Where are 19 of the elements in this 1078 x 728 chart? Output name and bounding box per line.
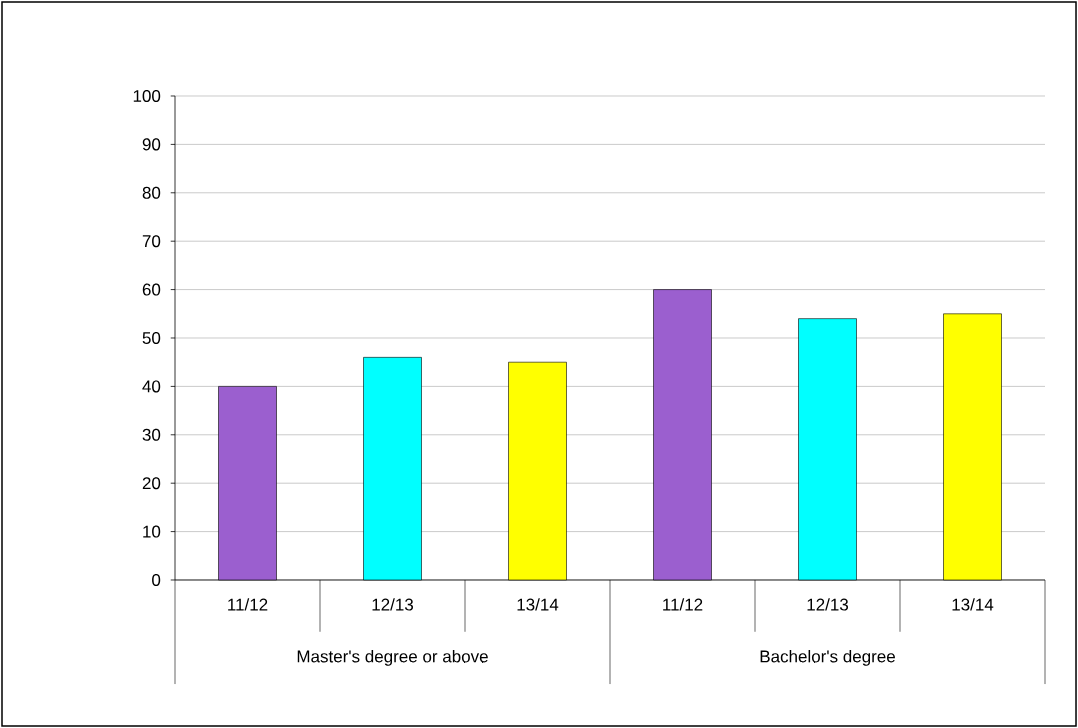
x-tick-label: 11/12: [228, 598, 268, 611]
y-tick-label: 80: [142, 186, 161, 199]
y-tick-label: 60: [142, 283, 161, 296]
y-tick-label: 30: [142, 428, 161, 441]
x-tick-label: 13/14: [952, 598, 994, 611]
y-tick-label: 20: [142, 477, 161, 490]
y-tick-label: 10: [143, 525, 161, 538]
x-tick-label: 12/13: [372, 598, 414, 611]
y-tick-label: 50: [142, 331, 161, 345]
x-tick-label: 13/14: [517, 598, 559, 611]
y-tick-label: 40: [142, 380, 161, 393]
x-tick-label: 12/13: [807, 598, 849, 611]
y-tick-label: 90: [142, 138, 161, 151]
text: Bachelor's degree: [760, 650, 895, 666]
x-tick-label: 11/12: [663, 598, 703, 611]
text: Master's degree or above: [297, 650, 488, 666]
y-tick-label: 0: [152, 573, 161, 587]
y-tick-label: 70: [142, 235, 161, 248]
y-tick-label: 100: [133, 89, 161, 103]
